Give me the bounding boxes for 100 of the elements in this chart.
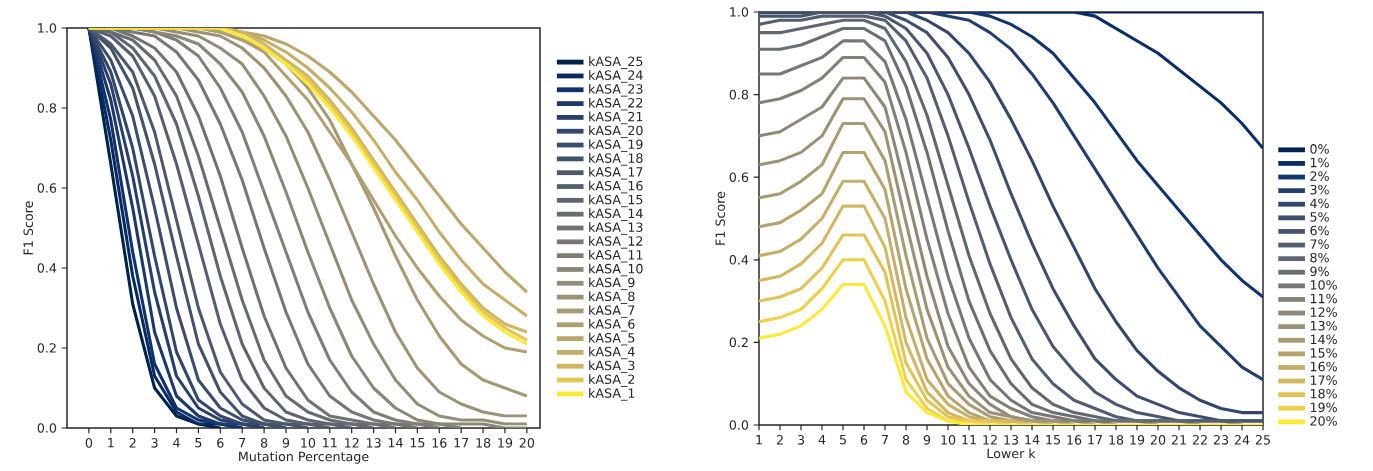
legend-label: kASA_17 xyxy=(589,166,643,180)
y-tick-label: 0.8 xyxy=(37,103,57,113)
x-tick-label: 10 xyxy=(301,438,316,448)
x-tick-label: 2 xyxy=(776,435,783,445)
x-tick-label: 13 xyxy=(1004,435,1019,445)
y-tick-label: 0.4 xyxy=(729,255,749,265)
legend-label: kASA_7 xyxy=(589,305,635,318)
legend-label: kASA_14 xyxy=(589,208,643,221)
legend-label: kASA_18 xyxy=(589,153,643,166)
x-tick-label: 6 xyxy=(860,435,868,445)
x-tick-label: 19 xyxy=(498,438,513,448)
x-tick-label: 25 xyxy=(1255,435,1270,445)
x-tick-label: 11 xyxy=(962,435,976,445)
x-tick-label: 11 xyxy=(323,438,337,448)
legend-label: kASA_12 xyxy=(589,236,643,249)
x-tick-label: 21 xyxy=(1171,435,1186,445)
legend-label: 2% xyxy=(1310,171,1329,181)
x-tick-label: 4 xyxy=(173,438,180,448)
x-tick-label: 18 xyxy=(1109,435,1124,445)
x-tick-label: 8 xyxy=(260,438,268,448)
x-tick-label: 15 xyxy=(410,438,425,448)
x-tick-label: 17 xyxy=(1088,435,1102,445)
legend-label: kASA_4 xyxy=(589,346,635,360)
legend-label: 11% xyxy=(1310,293,1337,304)
y-tick-label: 0.2 xyxy=(729,337,748,348)
x-tick-label: 8 xyxy=(902,435,910,445)
legend-label: 19% xyxy=(1310,402,1337,413)
legend-label: kASA_22 xyxy=(589,97,643,111)
x-tick-label: 0 xyxy=(85,438,93,448)
legend-label: 13% xyxy=(1310,320,1337,331)
x-axis-title: Lower k xyxy=(987,448,1036,459)
legend-label: kASA_15 xyxy=(589,194,643,208)
x-tick-label: 16 xyxy=(1067,435,1082,445)
y-tick-label: 0.0 xyxy=(729,420,749,430)
legend-label: kASA_25 xyxy=(589,56,643,69)
legend-label: kASA_20 xyxy=(589,125,643,139)
y-tick-label: 1.0 xyxy=(730,7,749,17)
x-tick-label: 3 xyxy=(151,438,158,448)
x-tick-label: 16 xyxy=(432,438,447,448)
x-tick-label: 17 xyxy=(454,438,469,448)
y-tick-label: 0.8 xyxy=(729,89,749,100)
x-tick-label: 5 xyxy=(195,438,202,448)
x-tick-label: 20 xyxy=(519,438,535,448)
legend-label: 1% xyxy=(1310,157,1329,168)
x-tick-label: 14 xyxy=(388,438,403,448)
y-tick-label: 0.2 xyxy=(37,343,56,353)
y-tick-label: 0.6 xyxy=(37,183,57,193)
x-tick-label: 14 xyxy=(1025,435,1040,445)
legend-label: 6% xyxy=(1310,225,1329,236)
y-tick-label: 0.0 xyxy=(37,423,57,433)
legend-label: kASA_11 xyxy=(589,249,643,263)
legend-label: 5% xyxy=(1310,212,1329,222)
legend-label: 9% xyxy=(1310,266,1329,277)
legend-label: kASA_13 xyxy=(589,222,643,235)
x-tick-label: 2 xyxy=(129,438,136,448)
x-axis-title: Mutation Percentage xyxy=(239,451,369,464)
x-tick-label: 10 xyxy=(941,435,956,445)
legend-label: 0% xyxy=(1310,144,1329,154)
legend-label: 14% xyxy=(1310,334,1337,345)
x-tick-label: 3 xyxy=(797,435,805,445)
legend-label: 12% xyxy=(1310,307,1337,317)
x-tick-label: 5 xyxy=(839,435,846,445)
y-tick-label: 1.0 xyxy=(38,23,57,33)
y-tick-label: 0.4 xyxy=(37,263,57,273)
legend-label: 17% xyxy=(1310,375,1337,385)
x-tick-label: 9 xyxy=(923,435,931,445)
x-tick-label: 22 xyxy=(1192,435,1207,445)
x-tick-label: 15 xyxy=(1046,435,1060,445)
legend-label: 8% xyxy=(1310,252,1329,263)
legend-label: kASA_19 xyxy=(589,139,643,152)
legend-label: 7% xyxy=(1310,239,1329,249)
legend-label: 20% xyxy=(1310,416,1337,426)
x-tick-label: 1 xyxy=(108,438,114,448)
x-tick-label: 20 xyxy=(1150,435,1166,445)
x-tick-label: 12 xyxy=(345,438,359,448)
legend-label: kASA_24 xyxy=(589,70,643,83)
y-tick-label: 0.6 xyxy=(729,172,749,182)
y-axis-title: F1 Score xyxy=(23,201,33,255)
legend-label: 10% xyxy=(1310,280,1337,290)
x-tick-label: 23 xyxy=(1213,435,1229,445)
legend-label: 15% xyxy=(1310,348,1337,358)
legend-label: kASA_5 xyxy=(589,332,635,346)
legend-label: kASA_16 xyxy=(589,180,643,194)
legend-label: kASA_9 xyxy=(589,277,635,291)
legend-label: kASA_23 xyxy=(589,83,643,97)
y-axis-title: F1 Score xyxy=(715,191,726,245)
legend-label: kASA_8 xyxy=(589,291,635,304)
legend-label: kASA_2 xyxy=(589,374,635,387)
legend-label: kASA_10 xyxy=(589,263,643,277)
legend-label: kASA_21 xyxy=(589,111,643,125)
x-tick-label: 18 xyxy=(476,438,491,448)
x-tick-label: 19 xyxy=(1130,435,1145,445)
legend-label: kASA_3 xyxy=(589,360,635,374)
legend-label: kASA_6 xyxy=(589,318,635,332)
legend-label: kASA_1 xyxy=(589,388,635,401)
x-tick-label: 7 xyxy=(882,435,888,445)
x-tick-label: 4 xyxy=(818,435,826,445)
legend-label: 16% xyxy=(1310,361,1337,372)
x-tick-label: 9 xyxy=(282,438,290,448)
x-tick-label: 12 xyxy=(983,435,997,445)
